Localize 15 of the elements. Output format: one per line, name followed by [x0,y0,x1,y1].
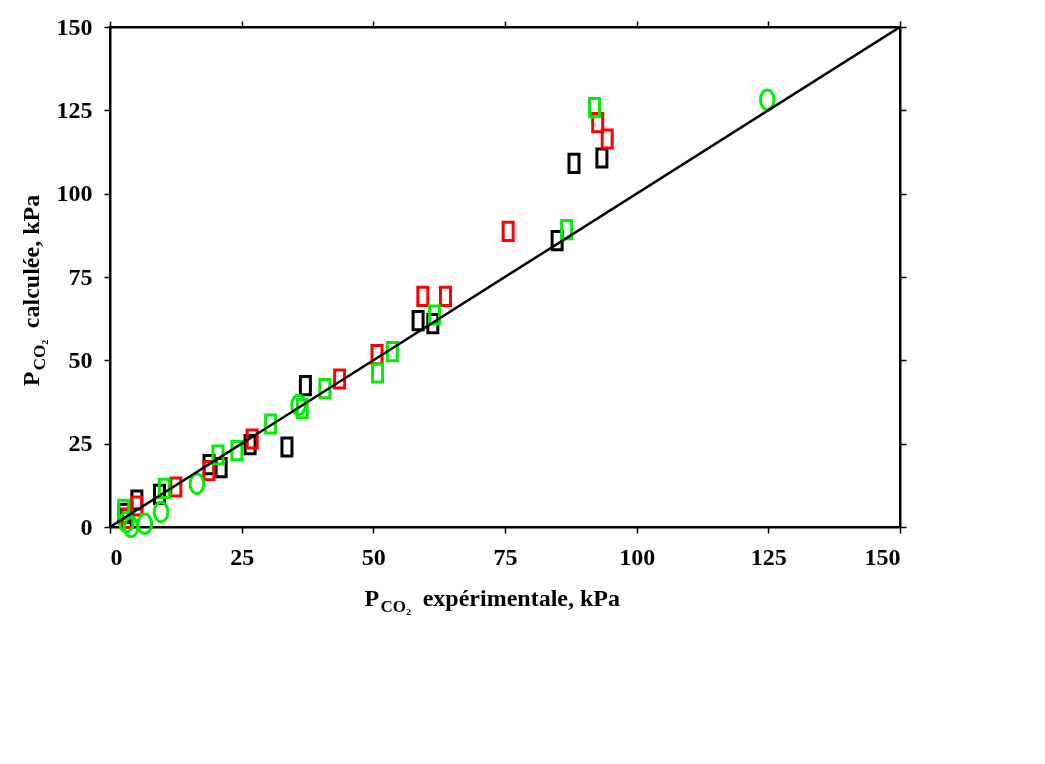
y-tick-label: 0 [80,513,93,540]
y-tick-label: 75 [68,263,93,290]
x-tick-label: 125 [750,543,787,570]
x-tick-label: 75 [493,543,518,570]
x-tick-label: 25 [230,543,255,570]
x-tick-label: 100 [619,543,656,570]
x-tick-label: 0 [110,543,123,570]
y-tick-label: 25 [68,430,93,457]
x-tick-label: 50 [361,543,386,570]
y-tick-label: 125 [56,96,93,123]
y-tick-label: 100 [56,180,93,207]
y-tick-label: 50 [68,346,93,373]
x-tick-label: 150 [864,543,901,570]
y-tick-label: 150 [56,13,93,40]
y-axis-title: PCO₂ calculée, kPa [18,194,49,387]
